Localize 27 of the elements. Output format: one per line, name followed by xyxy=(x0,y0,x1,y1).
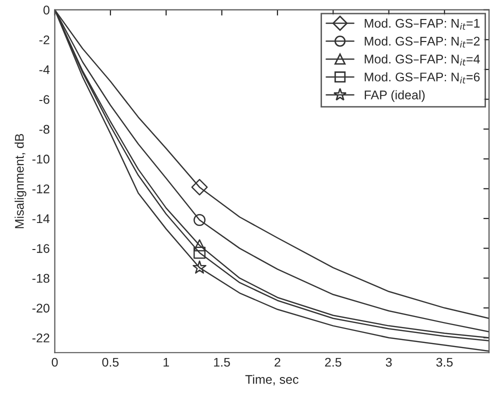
y-tick-label: -2 xyxy=(39,35,50,44)
y-axis-title: Misalignment, dB xyxy=(14,134,26,228)
y-tick-label: -22 xyxy=(32,334,50,342)
x-tick-label: 3.5 xyxy=(436,358,453,367)
x-tick-label: 3 xyxy=(386,358,392,367)
y-tick-label: -8 xyxy=(39,124,50,134)
x-tick-label: 0 xyxy=(52,358,58,367)
legend-label: FAP (ideal) xyxy=(364,90,425,102)
y-tick-label: -18 xyxy=(32,274,50,283)
legend-label: Mod. GS–FAP: N$_{it}$=4 xyxy=(364,54,480,66)
y-tick-label: -16 xyxy=(32,244,50,253)
x-tick-label: 1.5 xyxy=(214,358,230,367)
legend-label: Mod. GS–FAP: N$_{it}$=6 xyxy=(364,72,480,84)
y-tick-label: -14 xyxy=(32,214,50,224)
x-tick-label: 1 xyxy=(164,358,169,367)
x-tick-label: 2 xyxy=(274,358,280,367)
legend-label: Mod. GS–FAP: N$_{it}$=2 xyxy=(364,36,480,48)
y-tick-label: -12 xyxy=(32,184,50,194)
x-tick-label: 0.5 xyxy=(102,358,119,367)
y-tick-label: -6 xyxy=(39,95,50,104)
x-axis-title: Time, sec xyxy=(245,374,298,386)
y-tick-label: -10 xyxy=(32,154,50,164)
legend-label: Mod. GS–FAP: N$_{it}$=1 xyxy=(364,18,480,30)
y-tick-label: -20 xyxy=(32,304,50,313)
y-tick-label: 0 xyxy=(43,6,50,14)
x-tick-label: 2.5 xyxy=(325,358,342,367)
y-tick-label: -4 xyxy=(39,65,50,74)
